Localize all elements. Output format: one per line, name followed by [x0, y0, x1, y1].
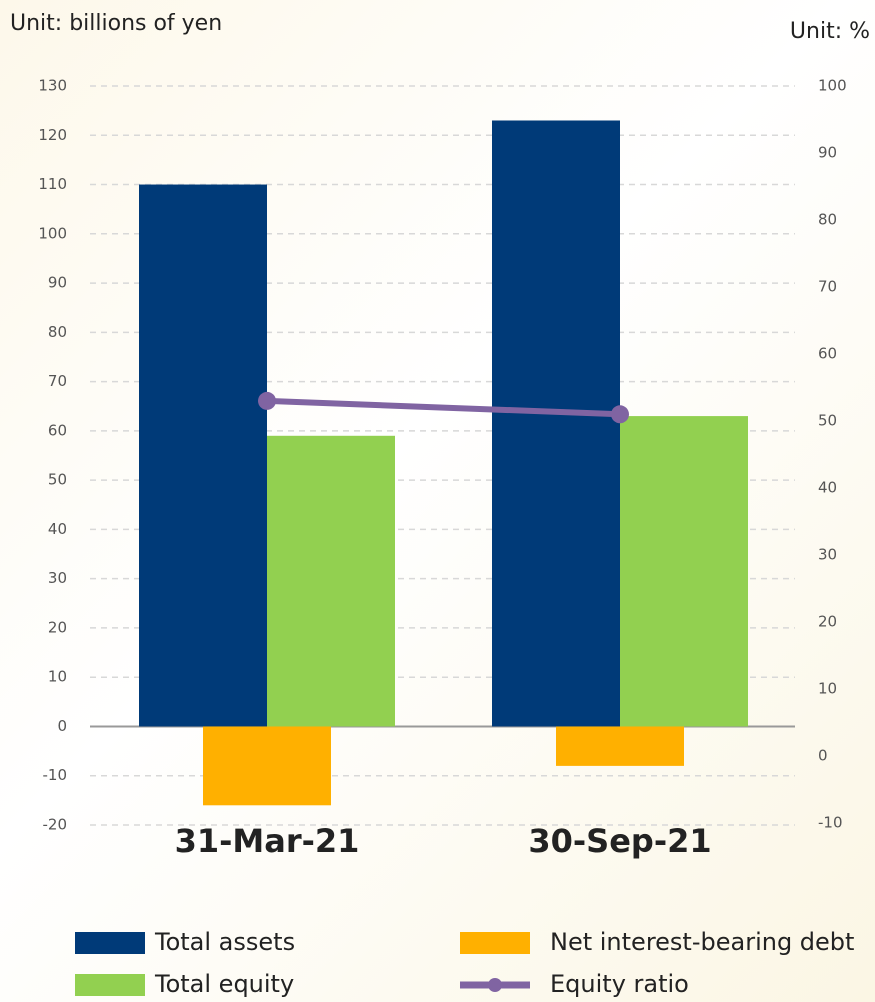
- y-tick-label: 90: [48, 274, 67, 292]
- y2-tick-label: -10: [818, 814, 843, 832]
- legend-label: Equity ratio: [550, 970, 689, 998]
- bar: [203, 726, 331, 806]
- y-tick-label: 70: [48, 372, 67, 390]
- y-tick-label: 130: [38, 77, 67, 95]
- y-tick-label: 20: [48, 618, 67, 636]
- bar: [620, 416, 748, 727]
- y-tick-label: 30: [48, 569, 67, 587]
- y-tick-label: 0: [57, 717, 67, 735]
- line: [266, 397, 621, 418]
- legend-swatch: [75, 932, 145, 954]
- legend-label: Total assets: [154, 928, 295, 956]
- y2-tick-label: 90: [818, 144, 837, 162]
- y2-tick-label: 50: [818, 412, 837, 430]
- y-tick-label: 100: [38, 224, 67, 242]
- x-tick-label: 31-Mar-21: [175, 822, 360, 860]
- y-tick-label: 50: [48, 471, 67, 489]
- bar: [492, 120, 620, 727]
- y-tick-label: 80: [48, 323, 67, 341]
- legend-swatch: [488, 978, 502, 992]
- y2-tick-label: 20: [818, 613, 837, 631]
- y-unit-label: Unit: billions of yen: [10, 11, 222, 36]
- y2-tick-label: 30: [818, 546, 837, 564]
- line-point: [611, 405, 629, 424]
- bar: [556, 726, 684, 766]
- y2-tick-label: 100: [818, 77, 847, 95]
- y-tick-label: 60: [48, 421, 67, 439]
- y-tick-label: 120: [38, 126, 67, 144]
- y2-tick-label: 0: [818, 747, 828, 765]
- y2-tick-label: 80: [818, 211, 837, 229]
- bar: [267, 435, 395, 727]
- line-point: [258, 391, 276, 410]
- y2-tick-label: 40: [818, 479, 837, 497]
- y-tick-label: -20: [43, 816, 68, 834]
- legend-label: Net interest-bearing debt: [550, 928, 854, 956]
- bar: [139, 184, 267, 727]
- y2-tick-label: 10: [818, 680, 837, 698]
- y-tick-label: 10: [48, 668, 67, 686]
- legend-swatch: [460, 932, 530, 954]
- y-tick-label: 110: [38, 175, 67, 193]
- y2-tick-label: 70: [818, 278, 837, 296]
- x-tick-label: 30-Sep-21: [528, 822, 711, 860]
- y-tick-label: -10: [43, 766, 68, 784]
- y2-unit-label: Unit: %: [790, 19, 870, 44]
- y2-tick-label: 60: [818, 345, 837, 363]
- y-tick-label: 40: [48, 520, 67, 538]
- legend-label: Total equity: [154, 970, 294, 998]
- legend-swatch: [75, 974, 145, 996]
